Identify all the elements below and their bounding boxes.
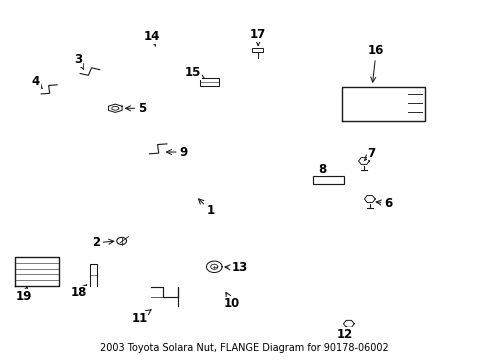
Polygon shape [364,195,374,202]
Text: 19: 19 [16,287,32,303]
Text: 14: 14 [143,30,160,46]
Text: 13: 13 [224,261,247,274]
Text: 9: 9 [166,145,187,158]
Text: 11: 11 [131,310,151,325]
Text: 2003 Toyota Solara Nut, FLANGE Diagram for 90178-06002: 2003 Toyota Solara Nut, FLANGE Diagram f… [100,343,388,353]
Text: 15: 15 [185,66,204,79]
Polygon shape [358,158,368,165]
Text: 18: 18 [70,285,87,300]
Text: 8: 8 [318,163,326,176]
Text: 5: 5 [125,102,146,115]
Text: 12: 12 [336,326,352,341]
Text: 6: 6 [375,197,392,210]
Text: 1: 1 [198,199,214,217]
Text: 7: 7 [364,147,375,160]
Text: 16: 16 [367,44,384,82]
Text: 3: 3 [75,53,83,69]
Text: 10: 10 [224,292,240,310]
Text: 17: 17 [249,28,266,45]
Text: 4: 4 [32,75,42,89]
Text: 2: 2 [92,236,114,249]
Polygon shape [343,320,353,327]
